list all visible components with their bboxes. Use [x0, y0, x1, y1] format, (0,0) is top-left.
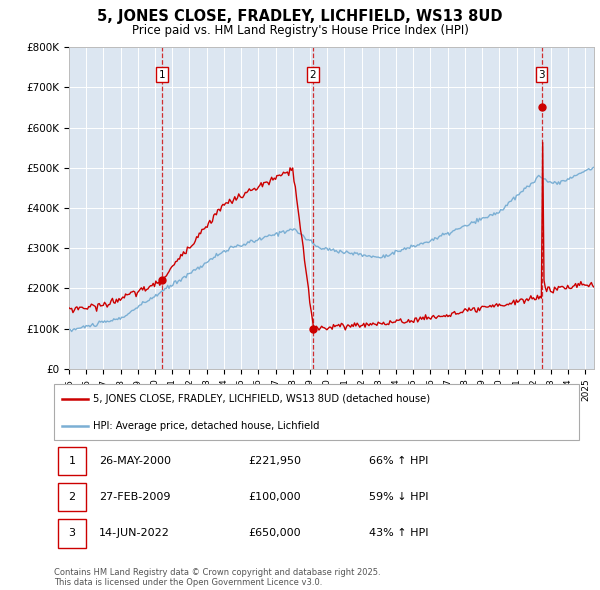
- Text: 26-MAY-2000: 26-MAY-2000: [98, 455, 170, 466]
- Text: 14-JUN-2022: 14-JUN-2022: [98, 529, 170, 539]
- Text: 1: 1: [159, 70, 166, 80]
- Text: 5, JONES CLOSE, FRADLEY, LICHFIELD, WS13 8UD (detached house): 5, JONES CLOSE, FRADLEY, LICHFIELD, WS13…: [94, 394, 431, 404]
- Text: 2: 2: [310, 70, 316, 80]
- Text: £100,000: £100,000: [248, 492, 301, 502]
- Text: 3: 3: [68, 529, 76, 539]
- Bar: [58, 447, 86, 475]
- Point: [157, 275, 167, 284]
- Text: £221,950: £221,950: [248, 455, 301, 466]
- Text: 1: 1: [68, 455, 76, 466]
- Text: 27-FEB-2009: 27-FEB-2009: [98, 492, 170, 502]
- Text: Price paid vs. HM Land Registry's House Price Index (HPI): Price paid vs. HM Land Registry's House …: [131, 24, 469, 37]
- Text: 66% ↑ HPI: 66% ↑ HPI: [369, 455, 428, 466]
- Text: HPI: Average price, detached house, Lichfield: HPI: Average price, detached house, Lich…: [94, 421, 320, 431]
- Text: Contains HM Land Registry data © Crown copyright and database right 2025.
This d: Contains HM Land Registry data © Crown c…: [54, 568, 380, 587]
- Text: £650,000: £650,000: [248, 529, 301, 539]
- Text: 59% ↓ HPI: 59% ↓ HPI: [369, 492, 428, 502]
- Bar: [58, 519, 86, 548]
- Text: 5, JONES CLOSE, FRADLEY, LICHFIELD, WS13 8UD: 5, JONES CLOSE, FRADLEY, LICHFIELD, WS13…: [97, 9, 503, 24]
- Text: 43% ↑ HPI: 43% ↑ HPI: [369, 529, 428, 539]
- Text: 2: 2: [68, 492, 76, 502]
- Bar: [58, 483, 86, 512]
- Point: [308, 324, 317, 333]
- Text: 3: 3: [538, 70, 545, 80]
- Point: [537, 103, 547, 112]
